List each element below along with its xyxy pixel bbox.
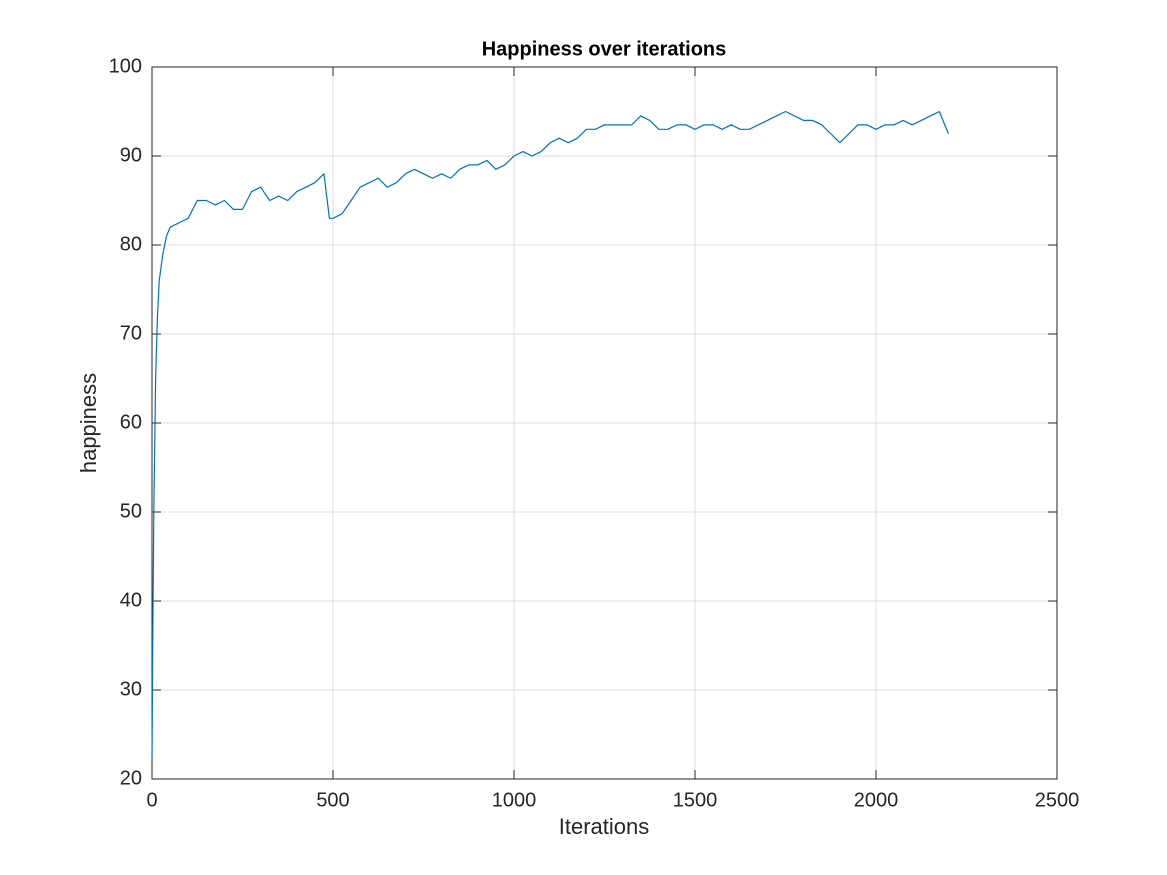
y-tick-label: 20	[120, 767, 142, 789]
data-line	[151, 110, 949, 762]
x-tick-label: 0	[146, 789, 157, 811]
y-tick-label: 30	[120, 678, 142, 700]
y-tick-label: 80	[120, 233, 142, 255]
x-tick-label: 2000	[854, 789, 899, 811]
plot-frame	[151, 66, 1058, 780]
x-tick-label: 1500	[673, 789, 718, 811]
y-tick-label: 60	[120, 411, 142, 433]
y-axis-label: happiness	[76, 373, 101, 473]
y-tick-label: 100	[109, 55, 142, 77]
x-axis-label: Iterations	[559, 814, 650, 839]
x-tick-label: 500	[316, 789, 349, 811]
y-tick-label: 90	[120, 144, 142, 166]
x-tick-label: 1000	[492, 789, 537, 811]
y-tick-label: 50	[120, 500, 142, 522]
y-tick-label: 40	[120, 589, 142, 611]
x-tick-label: 2500	[1035, 789, 1080, 811]
y-tick-label: 70	[120, 322, 142, 344]
chart-title: Happiness over iterations	[482, 38, 727, 60]
